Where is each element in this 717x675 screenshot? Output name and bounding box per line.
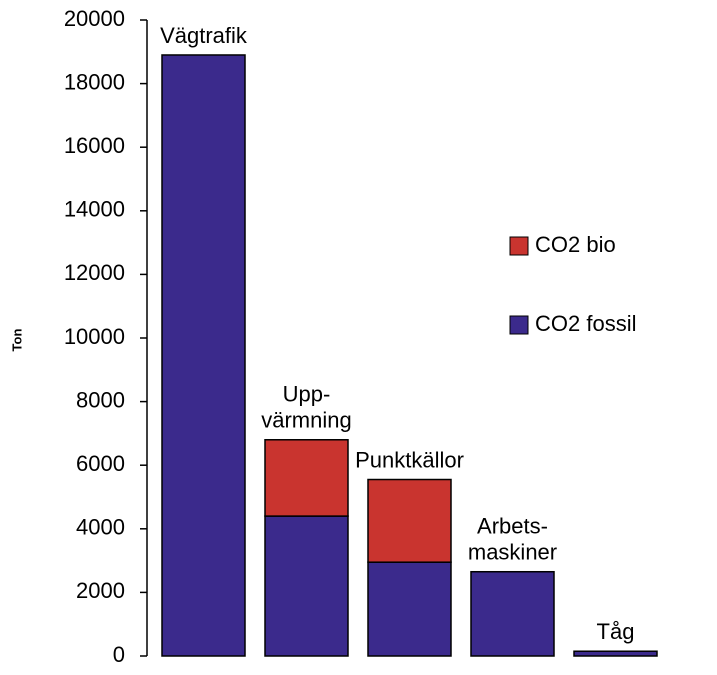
category-label: Upp- xyxy=(283,382,331,407)
bar-segment xyxy=(573,650,658,657)
y-tick-label: 14000 xyxy=(64,197,125,222)
y-axis-title: Ton xyxy=(9,329,24,352)
category-label: Arbets- xyxy=(477,514,548,539)
bar-segment xyxy=(470,570,555,657)
category-label: Tåg xyxy=(597,619,635,644)
y-tick-label: 20000 xyxy=(64,6,125,31)
legend-label: CO2 fossil xyxy=(535,311,636,336)
category-label: Punktkällor xyxy=(355,447,464,472)
y-tick-label: 4000 xyxy=(76,515,125,540)
y-tick-label: 18000 xyxy=(64,69,125,94)
category-label: maskiner xyxy=(468,540,557,565)
y-tick-label: 6000 xyxy=(76,451,125,476)
bar-segment xyxy=(161,54,246,657)
y-tick-label: 0 xyxy=(113,642,125,667)
category-label: värmning xyxy=(261,408,351,433)
bar-segment xyxy=(367,478,452,563)
y-tick-label: 16000 xyxy=(64,133,125,158)
legend-label: CO2 bio xyxy=(535,232,616,257)
y-tick-label: 10000 xyxy=(64,324,125,349)
bar-segment xyxy=(264,439,349,517)
y-tick-label: 2000 xyxy=(76,578,125,603)
legend-swatch xyxy=(509,315,529,335)
bar-segment xyxy=(367,561,452,657)
y-tick-label: 8000 xyxy=(76,387,125,412)
legend-swatch xyxy=(509,236,529,256)
category-label: Vägtrafik xyxy=(160,23,248,48)
bar-segment xyxy=(264,515,349,657)
y-tick-label: 12000 xyxy=(64,260,125,285)
